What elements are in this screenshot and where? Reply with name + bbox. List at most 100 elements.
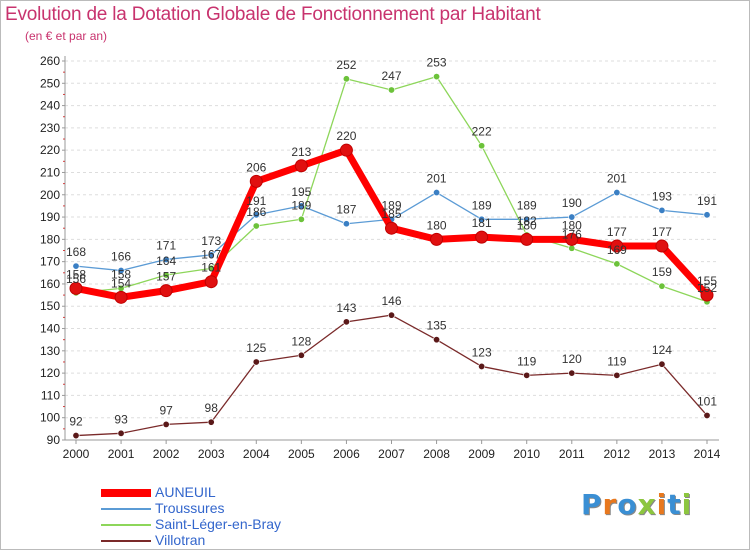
data-point xyxy=(297,351,305,359)
y-tick-label: 190 xyxy=(40,210,60,224)
x-tick-label: 2005 xyxy=(288,447,315,461)
data-label: 120 xyxy=(562,352,582,366)
data-point xyxy=(162,271,170,279)
data-label: 191 xyxy=(246,194,266,208)
data-label: 189 xyxy=(517,198,537,212)
y-tick-label: 120 xyxy=(40,366,60,380)
data-label: 135 xyxy=(427,319,447,333)
legend-item: Villotran xyxy=(101,532,361,549)
data-point xyxy=(297,202,305,210)
logo-letter: P xyxy=(581,488,603,521)
data-point xyxy=(162,420,170,428)
y-tick-label: 160 xyxy=(40,277,60,291)
legend-label: Villotran xyxy=(155,532,206,548)
data-point xyxy=(610,239,624,253)
legend-swatch xyxy=(101,489,151,497)
legend-item: AUNEUIL xyxy=(101,484,361,501)
data-label: 189 xyxy=(381,198,401,212)
data-label: 128 xyxy=(291,334,311,348)
data-label: 93 xyxy=(114,412,128,426)
data-label: 201 xyxy=(427,172,447,186)
x-tick-label: 2008 xyxy=(423,447,450,461)
y-tick-label: 100 xyxy=(40,411,60,425)
y-tick-label: 110 xyxy=(41,388,60,402)
legend-label: AUNEUIL xyxy=(155,484,216,500)
data-point xyxy=(162,255,170,263)
data-label: 193 xyxy=(652,189,672,203)
data-point xyxy=(385,221,398,235)
logo-letter: i xyxy=(681,488,693,521)
data-label: 186 xyxy=(246,205,266,219)
data-label: 152 xyxy=(697,281,717,295)
data-label: 247 xyxy=(381,69,401,83)
y-tick-label: 260 xyxy=(40,54,60,68)
data-label: 177 xyxy=(607,225,627,239)
data-label: 185 xyxy=(381,207,401,221)
data-label: 156 xyxy=(66,272,86,286)
x-tick-label: 2003 xyxy=(198,447,225,461)
data-label: 168 xyxy=(66,245,86,259)
data-label: 222 xyxy=(472,125,492,139)
data-label: 124 xyxy=(652,343,672,357)
data-point xyxy=(249,174,263,188)
data-label: 158 xyxy=(111,267,131,281)
data-point xyxy=(700,288,714,302)
data-point xyxy=(613,260,621,268)
data-point xyxy=(69,281,83,295)
data-point xyxy=(703,211,711,219)
chart-legend: AUNEUIL Troussures Saint-Léger-en-Bray Vill… xyxy=(101,484,361,549)
y-tick-label: 90 xyxy=(47,433,61,447)
data-label: 181 xyxy=(472,216,492,230)
logo-letter: o xyxy=(617,488,638,521)
x-tick-label: 2010 xyxy=(513,447,540,461)
x-tick-label: 2009 xyxy=(468,447,495,461)
y-tick-label: 180 xyxy=(40,232,60,246)
y-tick-label: 210 xyxy=(40,165,60,179)
data-point xyxy=(478,362,486,370)
data-label: 158 xyxy=(66,267,86,281)
data-label: 125 xyxy=(246,341,266,355)
data-label: 159 xyxy=(652,265,672,279)
data-point xyxy=(568,244,576,252)
proxiti-logo: Proxiti xyxy=(581,488,692,521)
data-point xyxy=(339,143,353,157)
logo-letter: x xyxy=(637,488,657,521)
y-tick-label: 200 xyxy=(40,188,60,202)
data-point xyxy=(72,432,80,440)
data-label: 119 xyxy=(607,354,626,368)
data-label: 213 xyxy=(291,145,311,159)
x-tick-label: 2006 xyxy=(333,447,360,461)
y-tick-label: 150 xyxy=(40,299,60,313)
data-label: 119 xyxy=(517,354,536,368)
data-point xyxy=(658,206,666,214)
data-label: 167 xyxy=(201,247,221,261)
data-label: 166 xyxy=(111,250,131,264)
data-label: 164 xyxy=(156,254,176,268)
data-label: 171 xyxy=(156,238,176,252)
data-point xyxy=(297,215,305,223)
data-label: 157 xyxy=(156,270,176,284)
y-tick-label: 240 xyxy=(40,99,60,113)
y-tick-label: 230 xyxy=(40,121,60,135)
data-label: 252 xyxy=(336,58,356,72)
data-point xyxy=(342,75,350,83)
logo-letter: r xyxy=(602,488,618,521)
chart-subtitle: (en € et par an) xyxy=(25,29,108,43)
data-point xyxy=(568,213,576,221)
data-label: 173 xyxy=(201,234,221,248)
data-label: 101 xyxy=(697,394,717,408)
data-label: 180 xyxy=(562,218,582,232)
x-tick-label: 2001 xyxy=(108,447,135,461)
x-tick-label: 2012 xyxy=(604,447,631,461)
data-point xyxy=(117,267,125,275)
data-point xyxy=(613,371,621,379)
data-label: 191 xyxy=(697,194,717,208)
data-point xyxy=(565,232,579,246)
data-point xyxy=(252,211,260,219)
data-point xyxy=(207,418,215,426)
y-tick-label: 220 xyxy=(40,143,60,157)
data-point xyxy=(430,232,444,246)
data-label: 154 xyxy=(111,276,131,290)
data-point xyxy=(387,311,395,319)
data-point xyxy=(159,284,173,298)
